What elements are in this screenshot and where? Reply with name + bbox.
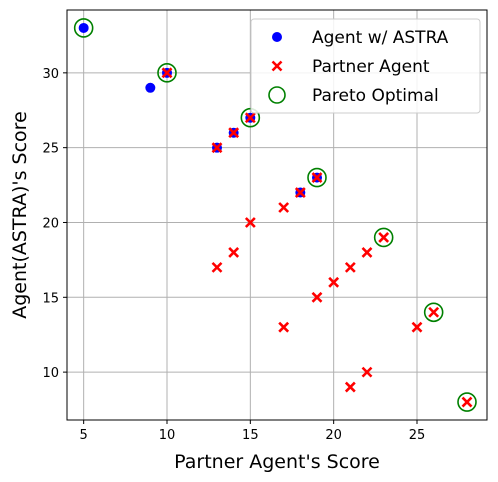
partner-point [244,217,256,228]
partner-point [278,321,290,333]
x-tick-label: 25 [409,428,426,443]
series [161,67,473,408]
x-stroke [461,396,473,408]
pareto-point [307,167,327,188]
partner-point [211,261,223,273]
x-stroke [344,261,356,273]
plot-frame [66,9,488,421]
x-stroke [328,276,340,288]
partner-point [244,112,256,124]
x-stroke [228,127,240,139]
x-stroke [211,142,223,154]
y-axis-label: Agent(ASTRA)'s Score [9,111,31,319]
partner-point [378,232,390,243]
partner-point [278,202,290,213]
pareto-point [423,302,444,323]
x-stroke [428,306,440,318]
partner-point [211,142,223,154]
x-tick-label: 20 [325,428,342,443]
partner-point [294,187,306,198]
astra-point [78,22,89,33]
partner-point [361,366,373,378]
legend-label: Pareto Optimal [312,86,439,106]
pareto-point [457,392,477,412]
partner-point [344,381,356,393]
x-stroke [294,187,306,198]
astra-point [145,82,156,93]
legend-marker [272,32,282,42]
data-points [73,18,477,412]
x-stroke [278,202,290,213]
partner-point [411,321,423,333]
legend-marker [271,60,283,72]
partner-point [344,261,356,273]
series [73,18,477,412]
partner-point [328,276,340,288]
y-axis-ticks: 10 15 20 25 30 [42,67,67,381]
partner-point [311,172,323,184]
y-tick-label: 10 [42,366,59,381]
x-stroke [411,321,423,333]
legend-marker [268,86,286,104]
x-stroke [311,291,323,303]
x-stroke [344,381,356,393]
partner-point [228,246,240,258]
legend: Agent w/ ASTRA Partner Agent Pareto Optima… [250,18,481,114]
y-tick-label: 20 [42,216,59,231]
y-tick-label: 25 [42,142,59,157]
x-stroke [244,217,256,228]
legend-label: Partner Agent [312,57,430,77]
x-stroke [378,232,390,243]
x-stroke [228,246,240,258]
legend-box [250,18,481,114]
pareto-point [373,227,394,248]
x-tick-label: 5 [80,428,88,443]
partner-point [228,127,240,139]
x-axis-ticks: 5 10 15 20 25 [80,420,426,443]
pareto-point [157,63,177,83]
x-stroke [361,366,373,378]
pareto-point [73,18,94,38]
x-axis-label: Partner Agent's Score [174,451,380,473]
x-stroke [161,67,173,79]
x-stroke [361,246,373,258]
y-tick-label: 30 [42,67,59,82]
x-stroke [211,261,223,273]
x-stroke [278,321,290,333]
partner-point [361,246,373,258]
partner-point [428,306,440,318]
partner-point [461,396,473,408]
partner-point [311,291,323,303]
x-stroke [311,172,323,184]
pareto-point [240,107,261,128]
x-stroke [244,112,256,124]
x-tick-label: 10 [159,428,176,443]
x-stroke [271,60,283,72]
x-tick-label: 15 [242,428,259,443]
partner-point [161,67,173,79]
y-tick-label: 15 [42,291,59,306]
legend-label: Agent w/ ASTRA [312,28,449,48]
